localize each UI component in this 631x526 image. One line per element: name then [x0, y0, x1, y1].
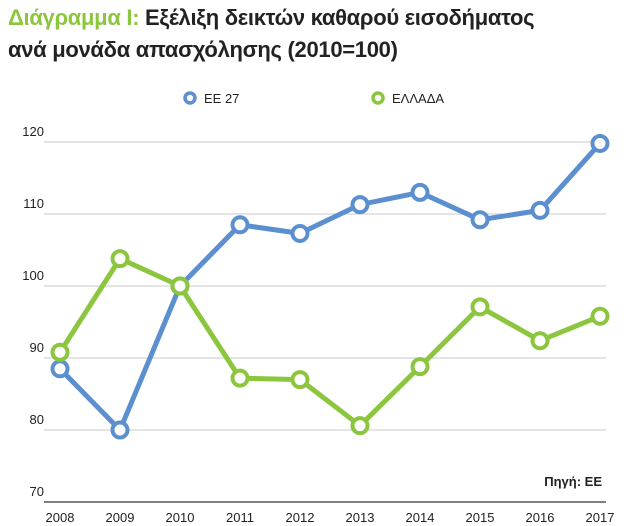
data-point: [470, 210, 490, 230]
x-axis: 2008 2009 2010 2011 2012 2013 2014 2015 2016 2017: [44, 501, 615, 525]
x-tick-label: 2014: [406, 510, 435, 525]
data-point: [230, 368, 250, 388]
data-point: [110, 249, 130, 269]
legend-marker: [183, 91, 197, 105]
data-point: [50, 342, 70, 362]
data-point: [350, 416, 370, 436]
title-main: Εξέλιξη δεικτών καθαρού εισοδήματος: [145, 5, 535, 30]
source-note: Πηγή: ΕΕ: [544, 474, 602, 489]
y-axis: 70 80 90 100 110 120: [22, 124, 44, 499]
legend-label: ΕΕ 27: [204, 91, 239, 106]
y-tick-label: 110: [23, 196, 44, 211]
data-point: [530, 200, 550, 220]
data-point: [530, 331, 550, 351]
data-point: [470, 297, 490, 317]
series-line-1: [57, 256, 603, 429]
chart-title: Διάγραμμα Ι: Εξέλιξη δεικτών καθαρού εισ…: [8, 2, 628, 66]
chart-legend: ΕΕ 27 ΕΛΛΑΔΑ: [183, 91, 444, 106]
legend-marker: [371, 91, 385, 105]
y-tick-label: 120: [22, 124, 44, 139]
data-point: [590, 133, 610, 153]
data-point: [410, 182, 430, 202]
y-tick-label: 70: [30, 484, 44, 499]
x-tick-label: 2011: [226, 510, 254, 525]
chart-series: [50, 133, 610, 440]
legend-label: ΕΛΛΑΔΑ: [392, 91, 444, 106]
x-tick-label: 2008: [46, 510, 75, 525]
chart-grid: [44, 141, 606, 503]
data-point: [590, 306, 610, 326]
data-point: [50, 359, 70, 379]
x-tick-label: 2012: [286, 510, 315, 525]
x-tick-label: 2010: [166, 510, 195, 525]
data-point: [230, 215, 250, 235]
data-point: [410, 357, 430, 377]
x-tick-label: 2013: [346, 510, 375, 525]
series-line-0: [57, 140, 603, 433]
title-line-1: Διάγραμμα Ι: Εξέλιξη δεικτών καθαρού εισ…: [8, 2, 628, 34]
x-tick-label: 2017: [586, 510, 615, 525]
data-point: [350, 195, 370, 215]
data-point: [110, 420, 130, 440]
x-tick-label: 2016: [526, 510, 555, 525]
y-tick-label: 100: [22, 268, 44, 283]
y-tick-label: 80: [30, 412, 44, 427]
title-line-2: ανά μονάδα απασχόλησης (2010=100): [8, 37, 398, 62]
data-point: [170, 276, 190, 296]
x-tick-label: 2009: [106, 510, 135, 525]
title-prefix: Διάγραμμα Ι:: [8, 5, 140, 30]
data-point: [290, 223, 310, 243]
y-tick-label: 90: [30, 340, 44, 355]
data-point: [290, 370, 310, 390]
x-tick-label: 2015: [466, 510, 495, 525]
